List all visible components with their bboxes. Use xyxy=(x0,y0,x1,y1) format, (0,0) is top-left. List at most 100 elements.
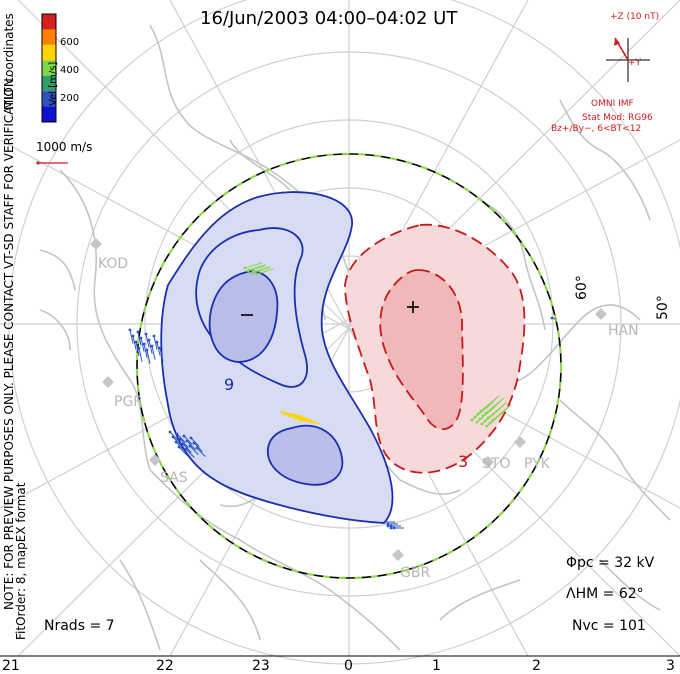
site-label-pgr: PGR xyxy=(114,394,144,410)
velocity-vector-origin xyxy=(155,340,159,344)
color-bar-step xyxy=(42,106,56,122)
velocity-vector xyxy=(252,266,271,273)
color-bar-step xyxy=(42,44,56,61)
velocity-vector xyxy=(485,397,505,414)
velocity-vector xyxy=(145,333,150,348)
dawn-convection-cell xyxy=(344,223,526,474)
imf-condition: Bz+/By−, 6<BT<12 xyxy=(551,124,642,134)
potential-max-marker xyxy=(407,301,419,313)
velocity-vector-origin xyxy=(185,439,189,443)
velocity-vector-origin xyxy=(150,344,154,348)
velocity-vector xyxy=(196,447,206,457)
color-bar-frame xyxy=(41,13,57,123)
velocity-vector-origin xyxy=(137,346,141,350)
velocity-vector xyxy=(185,448,195,458)
site-label-pyk: PYK xyxy=(524,456,550,472)
velocity-vector-origin xyxy=(128,328,132,332)
meridian-grid xyxy=(0,0,680,657)
velocity-vector-origin xyxy=(136,330,140,334)
velocity-vector-origin xyxy=(470,418,474,422)
velocity-vector-origin xyxy=(192,441,196,445)
site-label-kod: KOD xyxy=(98,256,129,272)
velocity-vector xyxy=(248,264,267,271)
velocity-vector-origin xyxy=(174,440,178,444)
velocity-vector-origin xyxy=(145,348,149,352)
velocity-vector xyxy=(132,335,137,350)
mlt-tick-22: 22 xyxy=(156,658,174,674)
velocity-vector xyxy=(135,341,140,356)
velocity-vector-origin xyxy=(479,409,483,413)
velocity-vector xyxy=(487,402,507,419)
velocity-vector-origin xyxy=(139,336,143,340)
radar-count: Nrads = 7 xyxy=(44,618,115,634)
fit-order-note: FitOrder: 8, mapEX format xyxy=(14,482,28,640)
velocity-vector-origin xyxy=(478,417,482,421)
velocity-vector-origin xyxy=(475,420,479,424)
velocity-vector xyxy=(156,341,161,356)
site-label-gbr: GBR xyxy=(400,565,431,581)
mlt-tick-2: 2 xyxy=(532,658,541,674)
velocity-vector-origin xyxy=(243,266,247,270)
velocity-vector-origin xyxy=(491,418,495,422)
velocity-vector-origin xyxy=(175,432,179,436)
velocity-vector-origin xyxy=(177,445,181,449)
velocity-vector-origin xyxy=(486,416,490,420)
velocity-vector xyxy=(138,347,143,362)
color-bar-step xyxy=(42,29,56,45)
velocity-vector-origin xyxy=(386,524,390,528)
velocity-vector xyxy=(251,267,270,274)
velocity-vector-origin xyxy=(147,338,151,342)
velocity-vector-origin xyxy=(181,442,185,446)
velocity-vector-origin xyxy=(550,316,554,320)
velocity-vector-origin xyxy=(488,421,492,425)
site-label-sas: SAS xyxy=(160,470,188,486)
velocity-vector-origin xyxy=(195,446,199,450)
contour-label-neg: 9 xyxy=(224,375,235,394)
velocity-vector-origin xyxy=(171,435,175,439)
velocity-vectors xyxy=(128,262,556,530)
velocity-vector xyxy=(137,331,142,346)
velocity-vector xyxy=(129,329,134,344)
velocity-vector xyxy=(189,445,199,455)
velocity-vector-origin xyxy=(168,430,172,434)
imf-source: OMNI IMF xyxy=(591,99,634,109)
mlt-tick-1: 1 xyxy=(432,658,441,674)
velocity-vector xyxy=(151,345,156,360)
velocity-vector-origin xyxy=(250,271,254,275)
velocity-vector-origin xyxy=(280,410,284,414)
velocity-vector-origin xyxy=(298,418,302,422)
velocity-vector-origin xyxy=(131,334,135,338)
velocity-vector-origin xyxy=(134,340,138,344)
velocity-vector xyxy=(247,265,266,272)
velocity-vector-origin xyxy=(182,434,186,438)
velocity-vector-origin xyxy=(483,419,487,423)
legend-tick-200: 200 xyxy=(60,93,80,104)
cross-polar-potential: Φpc = 32 kV xyxy=(566,555,655,571)
imf-dial xyxy=(606,37,650,82)
velocity-vector xyxy=(480,395,500,412)
velocity-vector-origin xyxy=(152,334,156,338)
radar-site-markers xyxy=(90,238,607,561)
dusk-convection-cell xyxy=(160,191,394,524)
velocity-vector-origin xyxy=(386,522,390,526)
velocity-vector-origin xyxy=(383,520,387,524)
color-bar-step xyxy=(42,91,56,107)
velocity-vector-origin xyxy=(188,444,192,448)
velocity-vector xyxy=(159,347,164,362)
scale-vector-origin xyxy=(36,161,40,165)
velocity-vector-origin xyxy=(246,269,250,273)
mlt-tick-3: 3 xyxy=(666,658,675,674)
scale-vector-label: 1000 m/s xyxy=(36,140,93,154)
legend-tick-400: 400 xyxy=(60,65,80,76)
velocity-vector-origin xyxy=(481,414,485,418)
imf-z-label: +Z (10 nT) xyxy=(610,12,660,22)
velocity-vector xyxy=(289,415,310,421)
hm-boundary-latitude: ΛHM = 62° xyxy=(566,586,644,602)
velocity-vector xyxy=(153,335,158,350)
velocity-vector-origin xyxy=(293,416,297,420)
velocity-vector xyxy=(140,337,145,352)
velocity-vector-origin xyxy=(184,447,188,451)
velocity-color-bar xyxy=(41,13,57,123)
color-bar-step xyxy=(42,14,56,30)
